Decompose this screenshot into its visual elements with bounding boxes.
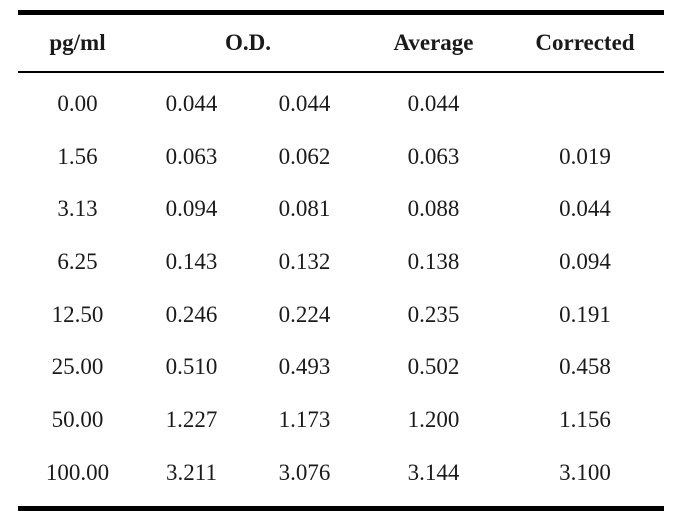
cell-concentration: 100.00 [45,459,110,485]
table-row: 1.56 0.063 0.062 0.063 0.019 [18,131,664,184]
table-header-rule [18,71,664,73]
cell-concentration: 0.00 [57,91,98,116]
cell-corrected: 1.156 [559,407,611,433]
table-body: 0.00 0.044 0.044 0.044 1.56 0.063 0.062 … [18,73,664,506]
table-row: 25.00 0.510 0.493 0.502 0.458 [18,341,664,394]
header-corrected: Corrected [535,30,635,55]
header-od: O.D. [225,30,271,55]
cell-od-1: 0.510 [165,354,218,380]
cell-concentration: 1.56 [57,143,98,169]
cell-od-2: 0.044 [278,91,331,116]
table-row: 3.13 0.094 0.081 0.088 0.044 [18,183,664,236]
table-row: 50.00 1.227 1.173 1.200 1.156 [18,394,664,447]
table-row: 6.25 0.143 0.132 0.138 0.094 [18,236,664,289]
cell-average: 1.200 [407,407,460,433]
cell-od-1: 0.063 [165,143,218,169]
header-average: Average [393,30,474,55]
table-row: 100.00 3.211 3.076 3.144 3.100 [18,447,664,500]
cell-od-1: 0.094 [165,196,218,222]
cell-average: 0.138 [407,249,460,275]
cell-corrected: 0.191 [559,301,611,327]
cell-od-2: 0.493 [278,354,331,380]
cell-corrected: 0.094 [559,249,611,275]
table-header-row: pg/ml O.D. Average Corrected [18,15,664,71]
cell-concentration: 12.50 [51,301,104,327]
cell-average: 0.088 [407,196,460,222]
cell-corrected: 0.019 [559,143,611,169]
cell-average: 0.044 [407,91,460,116]
cell-od-1: 3.211 [166,459,217,485]
cell-od-1: 0.246 [165,301,218,327]
standard-curve-table: pg/ml O.D. Average Corrected 0.00 0.044 … [18,10,664,511]
cell-concentration: 50.00 [51,407,104,433]
cell-concentration: 3.13 [57,196,98,222]
cell-od-2: 0.132 [278,249,331,275]
cell-od-2: 3.076 [278,459,331,485]
cell-od-1: 0.044 [165,91,218,116]
cell-corrected [506,78,664,131]
header-concentration: pg/ml [49,30,106,55]
cell-corrected: 3.100 [559,459,611,485]
cell-average: 0.502 [407,354,460,380]
cell-corrected: 0.044 [559,196,611,222]
cell-od-2: 1.173 [278,407,331,433]
cell-od-1: 1.227 [165,407,218,433]
cell-concentration: 6.25 [57,249,98,275]
table-row: 12.50 0.246 0.224 0.235 0.191 [18,289,664,342]
cell-average: 3.144 [407,459,460,485]
cell-od-2: 0.062 [278,143,331,169]
cell-od-1: 0.143 [165,249,218,275]
cell-corrected: 0.458 [559,354,611,380]
table-top-rule [18,10,664,15]
cell-od-2: 0.081 [278,196,331,222]
table-bottom-rule [18,505,664,511]
cell-average: 0.235 [407,301,460,327]
cell-concentration: 25.00 [51,354,104,380]
cell-average: 0.063 [407,143,460,169]
table-row: 0.00 0.044 0.044 0.044 [18,78,664,131]
cell-od-2: 0.224 [278,301,331,327]
